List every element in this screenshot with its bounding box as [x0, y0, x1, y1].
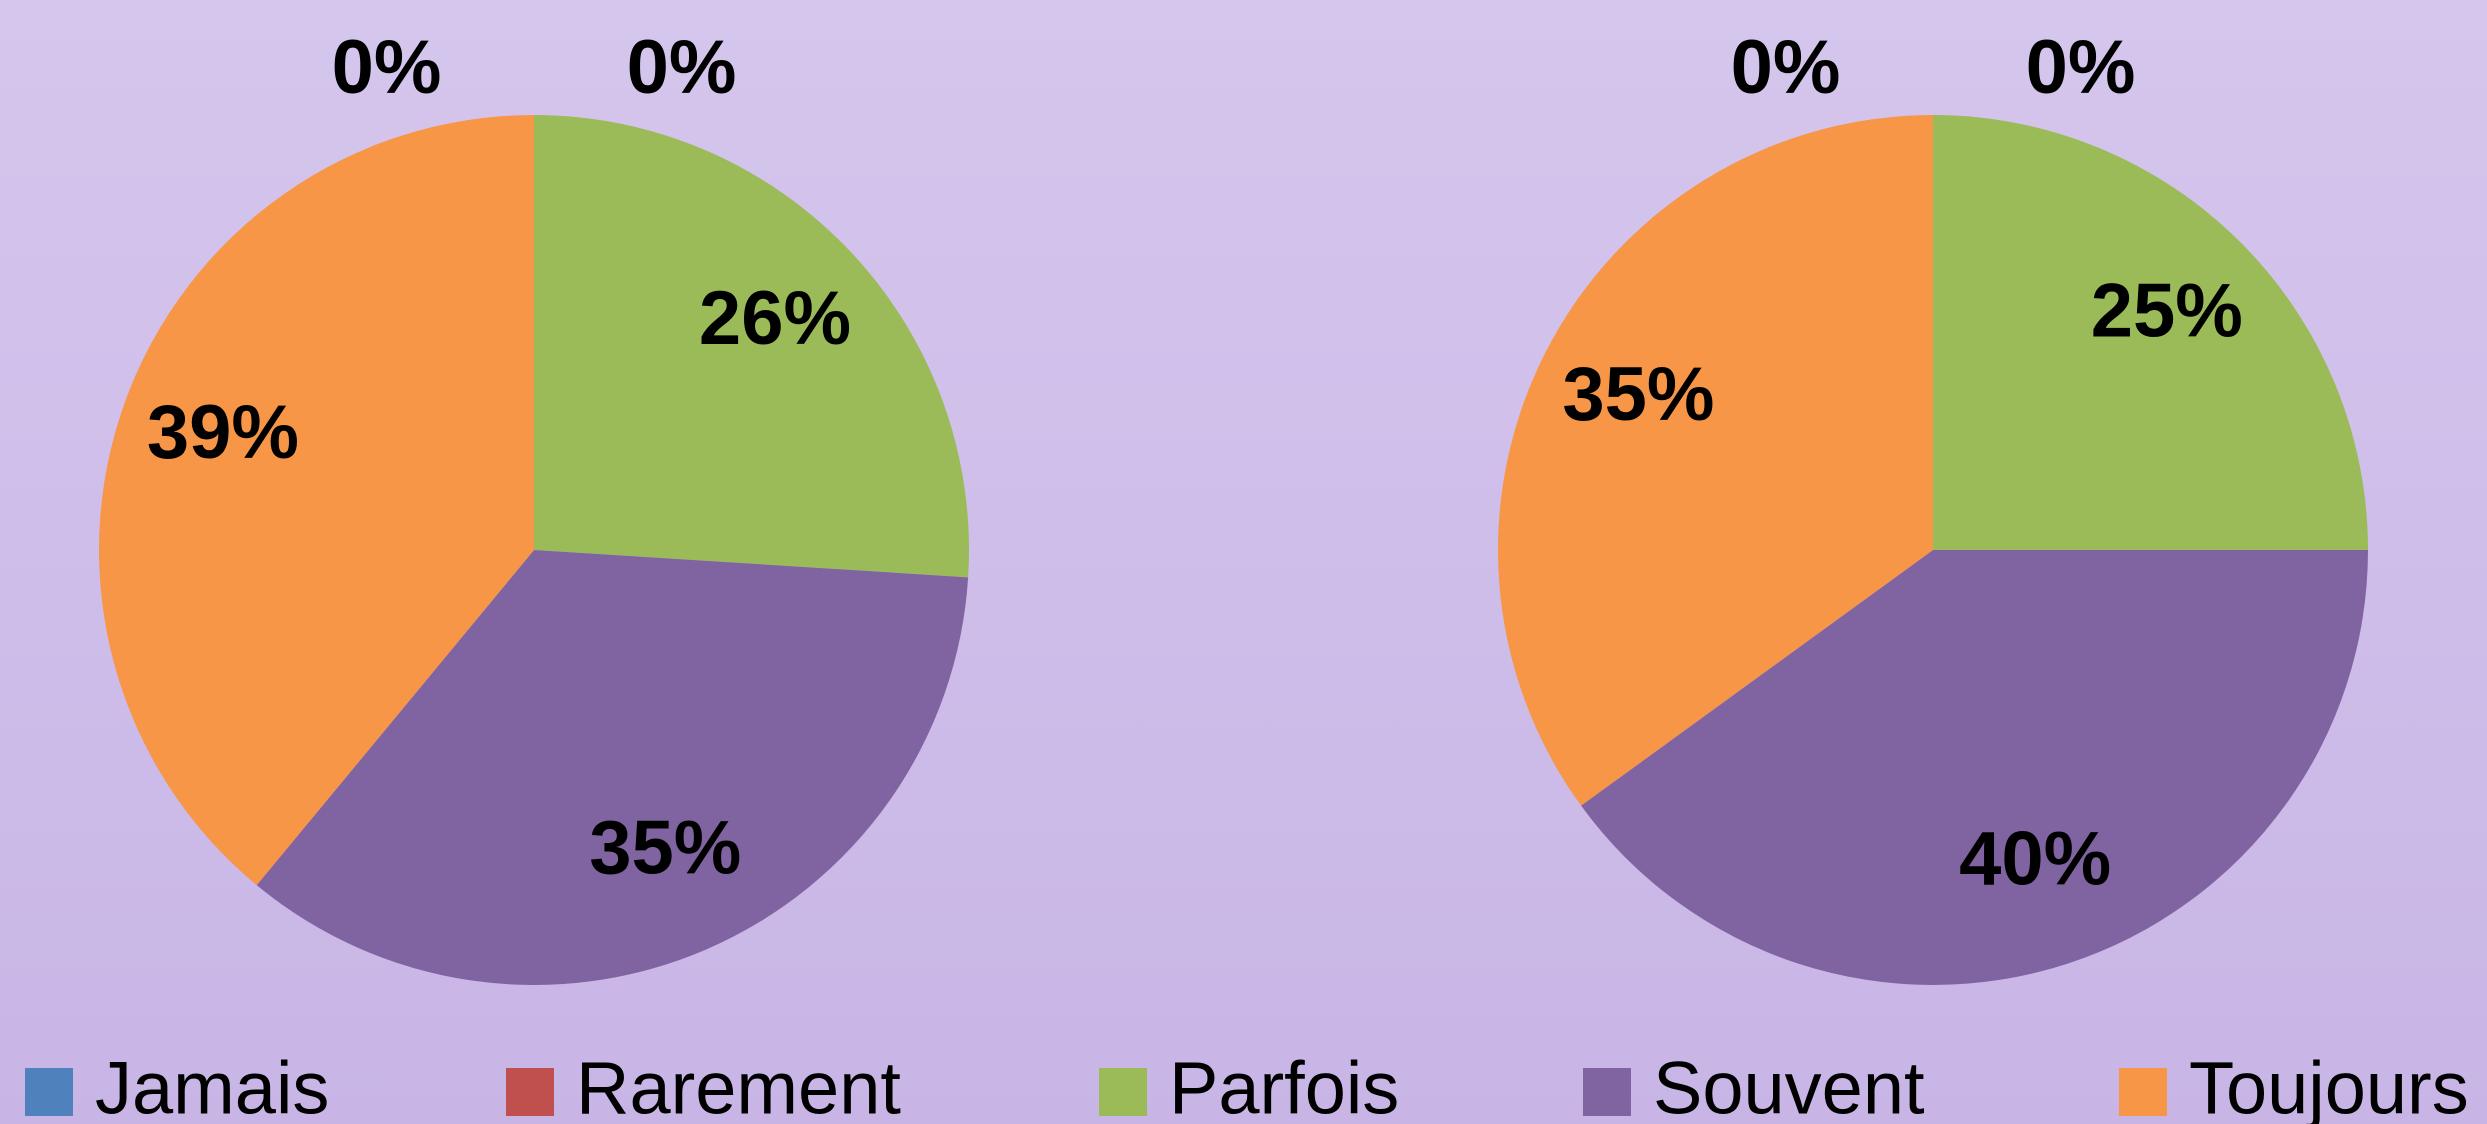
- data-label: 0%: [332, 25, 442, 110]
- data-label: 40%: [1959, 816, 2111, 901]
- legend-swatch: [1099, 1068, 1147, 1116]
- legend-label: Souvent: [1653, 1047, 1925, 1124]
- pie-slice: [1581, 550, 2368, 985]
- legend-label: Rarement: [576, 1047, 901, 1124]
- data-label: 39%: [147, 390, 299, 475]
- legend-label: Toujours: [2189, 1047, 2469, 1124]
- data-label: 0%: [627, 25, 737, 110]
- pie-slice: [1498, 115, 1933, 806]
- legend-swatch: [1583, 1068, 1631, 1116]
- legend-label: Parfois: [1169, 1047, 1399, 1124]
- data-label: 35%: [1562, 352, 1714, 437]
- pie-slice: [1933, 115, 2368, 550]
- legend-swatch: [2119, 1068, 2167, 1116]
- legend-swatch: [25, 1068, 73, 1116]
- data-label: 0%: [2026, 25, 2136, 110]
- pie-slice: [256, 550, 969, 986]
- data-label: 25%: [2091, 268, 2243, 353]
- pie-slice: [534, 115, 969, 578]
- legend-swatch: [506, 1068, 554, 1116]
- data-label: 35%: [589, 805, 741, 890]
- data-label: 0%: [1731, 25, 1841, 110]
- data-label: 26%: [699, 276, 851, 361]
- pie-slice: [98, 115, 534, 886]
- legend-label: Jamais: [95, 1047, 329, 1124]
